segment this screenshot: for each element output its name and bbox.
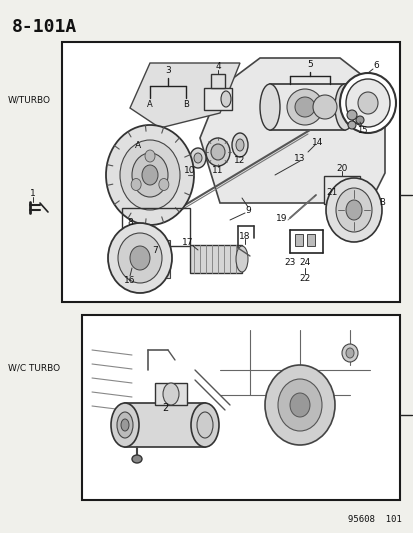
Ellipse shape bbox=[357, 92, 377, 114]
Ellipse shape bbox=[294, 97, 314, 117]
Ellipse shape bbox=[131, 179, 141, 190]
Ellipse shape bbox=[346, 110, 356, 120]
Ellipse shape bbox=[355, 116, 363, 124]
Text: 8-101A: 8-101A bbox=[12, 18, 77, 36]
Text: 1: 1 bbox=[30, 189, 36, 198]
Text: 18: 18 bbox=[239, 231, 250, 240]
Text: 12: 12 bbox=[234, 156, 245, 165]
Bar bbox=[306, 234, 314, 246]
Text: B: B bbox=[378, 198, 384, 206]
Bar bbox=[125, 403, 204, 447]
Ellipse shape bbox=[335, 188, 371, 232]
Bar bbox=[82, 315, 399, 500]
Bar bbox=[269, 84, 344, 130]
Ellipse shape bbox=[132, 455, 142, 463]
Text: 19: 19 bbox=[275, 214, 287, 222]
Ellipse shape bbox=[221, 91, 230, 107]
Ellipse shape bbox=[277, 379, 321, 431]
Text: 6: 6 bbox=[372, 61, 378, 69]
Ellipse shape bbox=[117, 412, 133, 438]
Text: 22: 22 bbox=[299, 273, 310, 282]
Bar bbox=[204, 88, 231, 110]
Text: 2: 2 bbox=[411, 190, 413, 200]
Ellipse shape bbox=[190, 148, 206, 168]
Bar bbox=[323, 176, 359, 204]
Text: 7: 7 bbox=[152, 246, 157, 254]
Text: 4: 4 bbox=[215, 61, 220, 70]
Ellipse shape bbox=[142, 165, 158, 185]
Text: 14: 14 bbox=[311, 138, 323, 147]
Ellipse shape bbox=[345, 79, 389, 127]
Ellipse shape bbox=[345, 348, 353, 358]
Ellipse shape bbox=[130, 157, 159, 193]
Ellipse shape bbox=[121, 419, 129, 431]
Bar bbox=[62, 42, 399, 302]
Text: 10: 10 bbox=[184, 166, 195, 174]
Text: 21: 21 bbox=[325, 188, 337, 197]
Bar bbox=[211, 74, 224, 88]
Text: A: A bbox=[147, 100, 152, 109]
Text: 11: 11 bbox=[212, 166, 223, 174]
Text: 23: 23 bbox=[284, 257, 295, 266]
Text: 8: 8 bbox=[127, 217, 133, 227]
Text: 2: 2 bbox=[161, 403, 168, 413]
Text: 20: 20 bbox=[335, 164, 347, 173]
Ellipse shape bbox=[130, 246, 150, 270]
Ellipse shape bbox=[106, 125, 194, 225]
Text: 15: 15 bbox=[356, 125, 366, 134]
Ellipse shape bbox=[206, 138, 230, 166]
Text: 16: 16 bbox=[124, 276, 135, 285]
Ellipse shape bbox=[286, 89, 322, 125]
Ellipse shape bbox=[312, 95, 336, 119]
Ellipse shape bbox=[159, 179, 169, 190]
Ellipse shape bbox=[347, 121, 355, 129]
Ellipse shape bbox=[334, 84, 354, 130]
Ellipse shape bbox=[235, 246, 247, 272]
Ellipse shape bbox=[264, 365, 334, 445]
Ellipse shape bbox=[118, 233, 161, 283]
Ellipse shape bbox=[194, 153, 202, 163]
Text: 3: 3 bbox=[165, 66, 171, 75]
Ellipse shape bbox=[211, 144, 224, 160]
Polygon shape bbox=[199, 58, 384, 203]
Text: 2: 2 bbox=[411, 410, 413, 420]
Bar bbox=[190, 245, 242, 273]
Text: A: A bbox=[135, 141, 141, 149]
Ellipse shape bbox=[341, 344, 357, 362]
Ellipse shape bbox=[325, 178, 381, 242]
Ellipse shape bbox=[163, 383, 178, 405]
Ellipse shape bbox=[111, 403, 139, 447]
Ellipse shape bbox=[108, 223, 171, 293]
Text: 5: 5 bbox=[306, 60, 312, 69]
Text: 95608  101: 95608 101 bbox=[347, 515, 401, 524]
Polygon shape bbox=[130, 63, 240, 128]
Text: 24: 24 bbox=[299, 257, 310, 266]
Ellipse shape bbox=[259, 84, 279, 130]
Bar bbox=[140, 240, 170, 278]
Text: W/C TURBO: W/C TURBO bbox=[8, 364, 60, 373]
Bar bbox=[154, 383, 187, 405]
Text: B: B bbox=[183, 100, 188, 109]
Ellipse shape bbox=[145, 150, 154, 162]
Ellipse shape bbox=[197, 412, 212, 438]
Ellipse shape bbox=[235, 139, 243, 151]
Text: 17: 17 bbox=[182, 238, 193, 246]
Ellipse shape bbox=[231, 133, 247, 157]
Ellipse shape bbox=[132, 153, 168, 197]
Ellipse shape bbox=[190, 403, 218, 447]
Ellipse shape bbox=[289, 393, 309, 417]
Ellipse shape bbox=[137, 165, 153, 185]
Ellipse shape bbox=[120, 140, 180, 210]
Ellipse shape bbox=[345, 200, 361, 220]
Bar bbox=[294, 234, 302, 246]
Bar bbox=[122, 208, 190, 246]
Text: 9: 9 bbox=[244, 206, 250, 214]
Ellipse shape bbox=[339, 73, 395, 133]
Text: W/TURBO: W/TURBO bbox=[8, 95, 51, 104]
Text: 13: 13 bbox=[294, 154, 305, 163]
